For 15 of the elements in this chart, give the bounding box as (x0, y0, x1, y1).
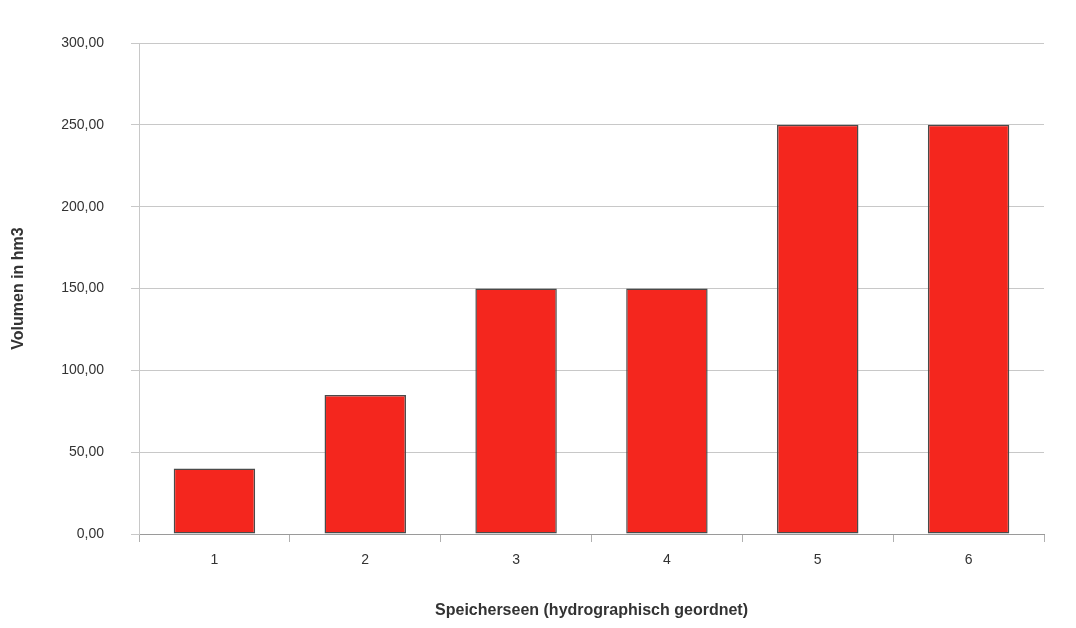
x-tick-label: 2 (361, 551, 370, 568)
y-tick-label: 250,00 (61, 115, 105, 132)
y-tick-label: 150,00 (61, 279, 105, 296)
x-tick-label: 4 (663, 551, 672, 568)
y-tick-label: 0,00 (76, 524, 105, 541)
x-axis-title: Speicherseen (hydrographisch geordnet) (435, 600, 748, 618)
y-tick-label: 100,00 (61, 361, 105, 378)
y-tick-label: 200,00 (61, 197, 105, 214)
y-axis-title: Volumen in hm3 (9, 227, 27, 350)
y-tick-label: 50,00 (68, 443, 105, 460)
y-tick-label: 300,00 (61, 33, 105, 50)
x-tick-label: 1 (210, 551, 219, 568)
x-tick-label: 3 (512, 551, 521, 568)
x-tick-label: 6 (964, 551, 973, 568)
x-tick-label: 5 (813, 551, 822, 568)
